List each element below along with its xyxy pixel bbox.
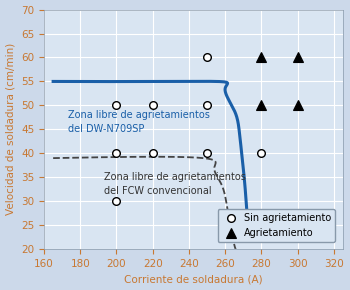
- Text: Zona libre de agrietamientos
del DW-N709SP: Zona libre de agrietamientos del DW-N709…: [68, 110, 210, 134]
- Text: Zona libre de agrietamientos
del FCW convencional: Zona libre de agrietamientos del FCW con…: [104, 173, 246, 196]
- Y-axis label: Velocidad de soldadura (cm/min): Velocidad de soldadura (cm/min): [6, 43, 15, 215]
- X-axis label: Corriente de soldadura (A): Corriente de soldadura (A): [124, 274, 263, 284]
- Legend: Sin agrietamiento, Agrietamiento: Sin agrietamiento, Agrietamiento: [218, 209, 335, 242]
